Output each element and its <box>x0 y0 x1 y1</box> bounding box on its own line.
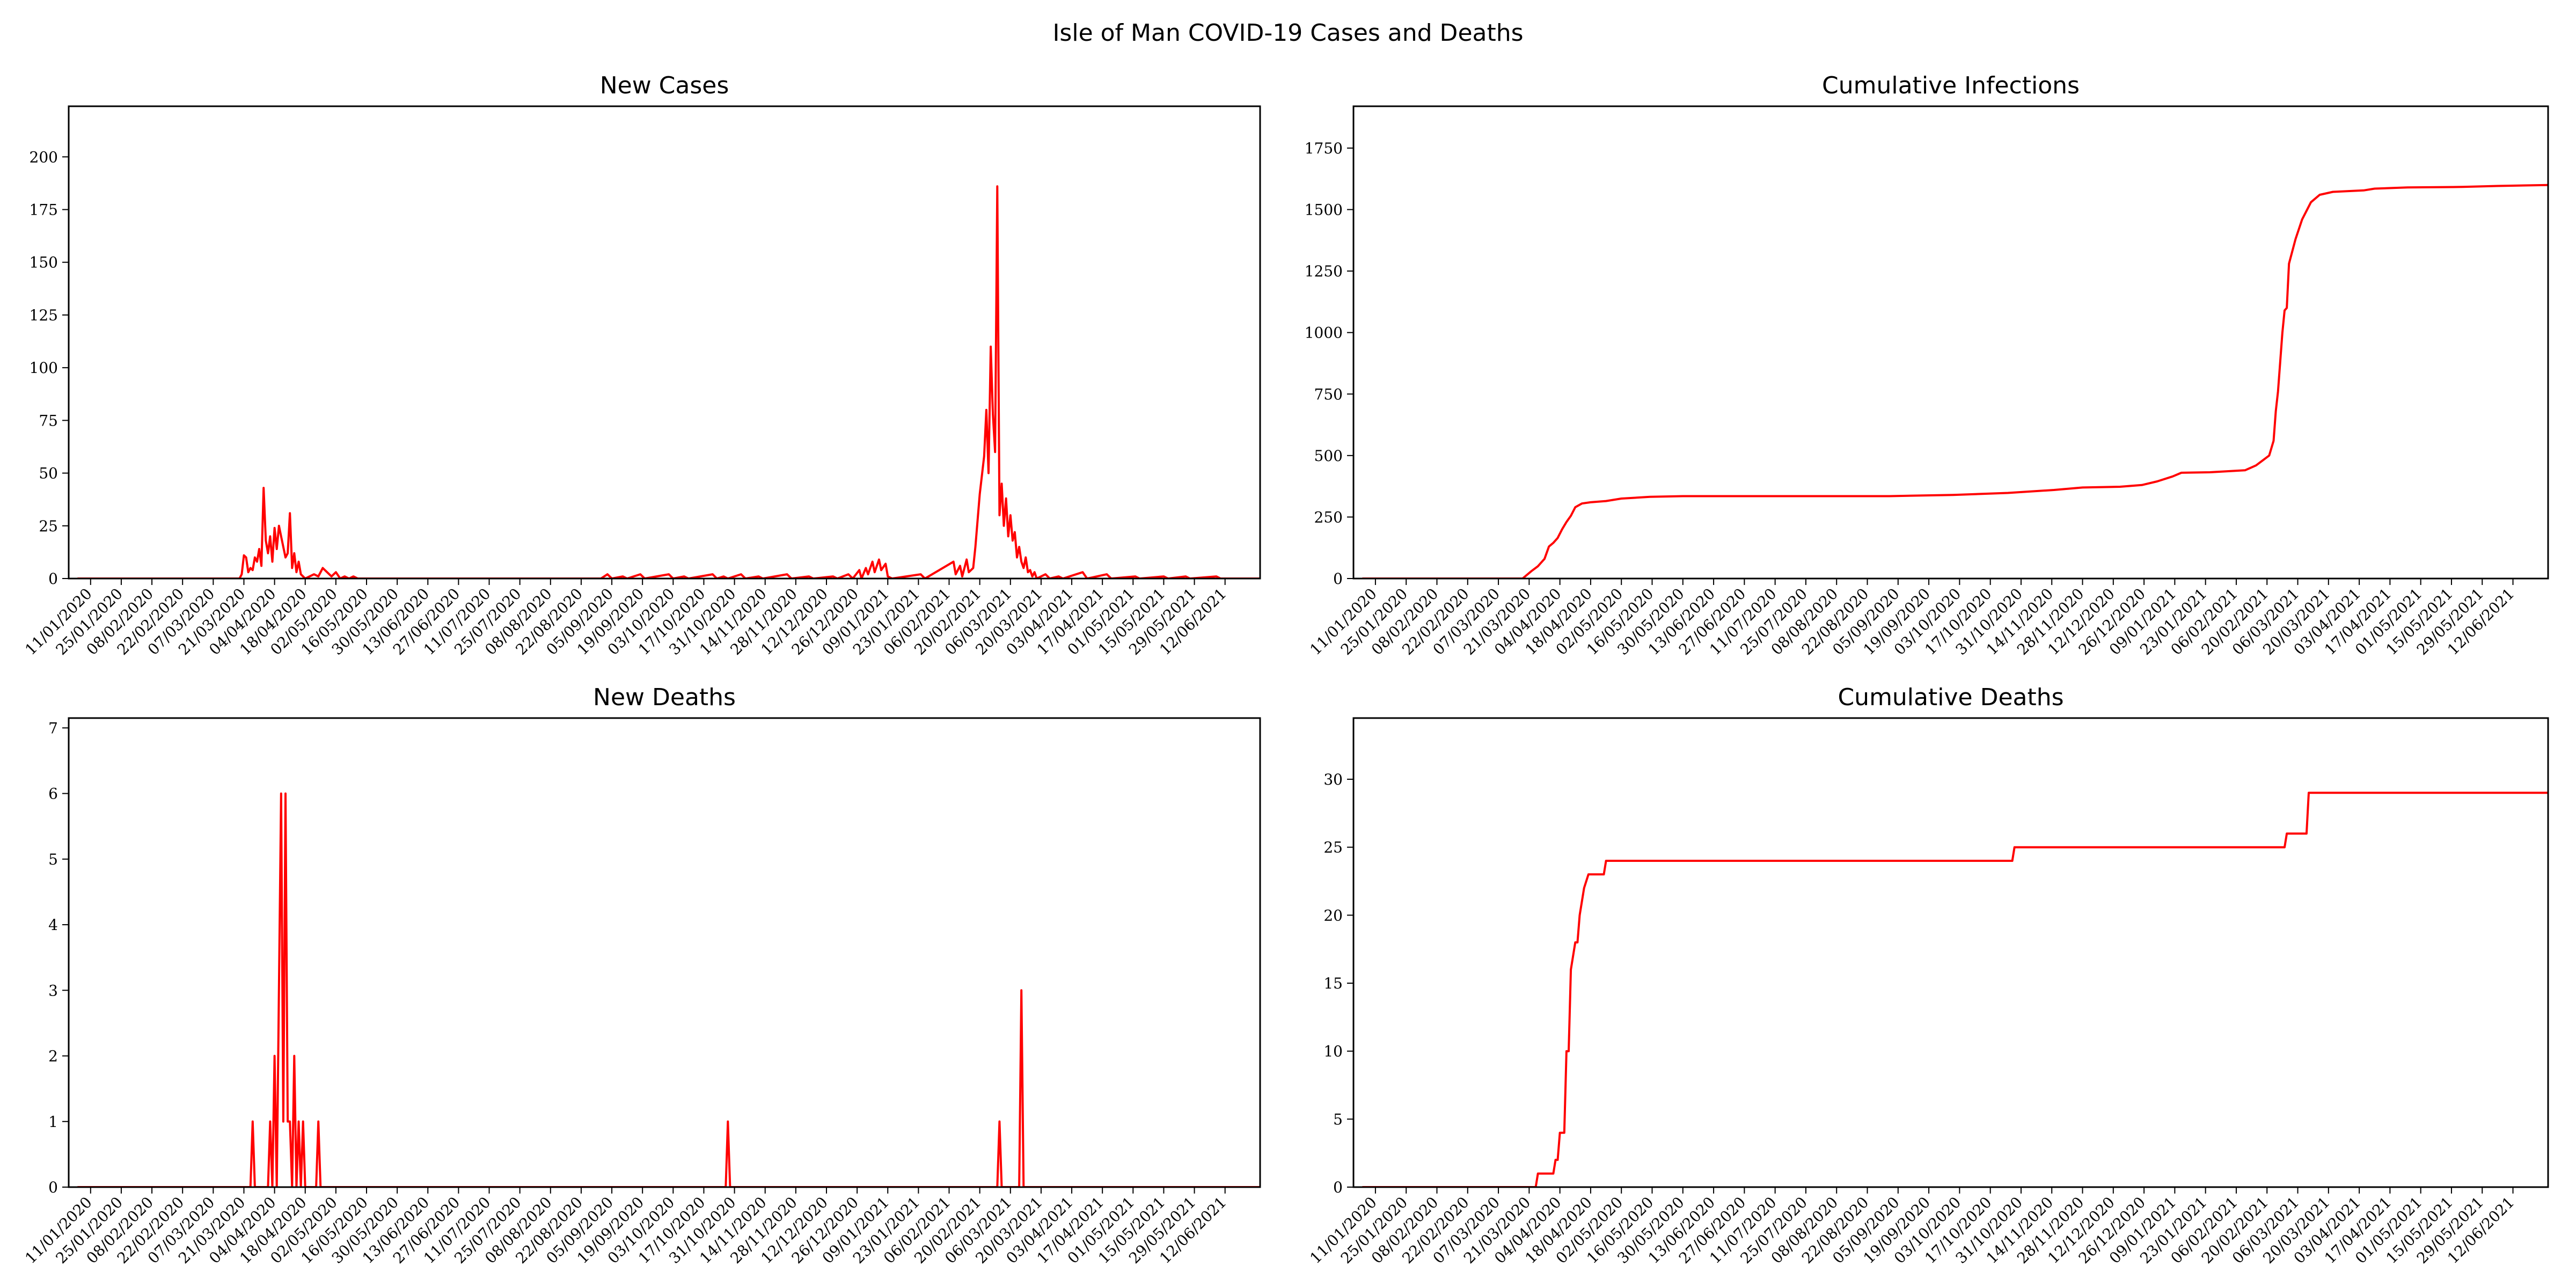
new-cases-ytick-label: 25 <box>39 517 58 535</box>
new-cases-ytick-label: 0 <box>48 570 58 588</box>
cumulative-infections-ytick-label: 250 <box>1314 508 1343 526</box>
figure-title: Isle of Man COVID-19 Cases and Deaths <box>1052 19 1523 47</box>
cumulative-infections-ytick-label: 0 <box>1333 570 1343 588</box>
new-deaths-ytick-label: 3 <box>48 982 58 999</box>
cumulative-deaths-ytick-label: 10 <box>1323 1043 1343 1060</box>
new-deaths-series-line <box>77 792 1260 1187</box>
new-deaths-title: New Deaths <box>593 684 736 711</box>
new-deaths-ytick-label: 4 <box>48 916 58 934</box>
cumulative-infections-ytick-label: 1500 <box>1305 201 1343 219</box>
cumulative-deaths-ytick-label: 0 <box>1333 1179 1343 1196</box>
cumulative-infections-ytick-label: 750 <box>1314 385 1343 403</box>
cumulative-deaths-axes-frame <box>1352 717 2549 1188</box>
new-deaths-axes-frame <box>68 717 1261 1188</box>
new-deaths-ytick-label: 1 <box>48 1113 58 1131</box>
cumulative-deaths-panel: Cumulative Deaths05101520253011/01/20202… <box>1306 684 2549 1267</box>
new-cases-ytick-label: 125 <box>30 306 58 324</box>
cumulative-infections-ytick-label: 1000 <box>1305 324 1343 342</box>
cumulative-deaths-ytick-label: 25 <box>1323 839 1343 857</box>
new-cases-ytick-label: 175 <box>30 201 58 219</box>
cumulative-infections-axes-frame <box>1352 105 2549 580</box>
new-deaths-ytick-label: 6 <box>48 785 58 803</box>
new-cases-ytick-label: 50 <box>39 465 58 482</box>
cumulative-deaths-ytick-label: 15 <box>1323 975 1343 992</box>
new-deaths-ytick-label: 0 <box>48 1179 58 1196</box>
new-cases-ytick-label: 200 <box>30 148 58 166</box>
new-cases-ytick-label: 75 <box>39 412 58 429</box>
new-cases-series-line <box>77 185 1260 579</box>
cumulative-deaths-ytick-label: 5 <box>1333 1110 1343 1128</box>
cumulative-infections-title: Cumulative Infections <box>1822 72 2080 99</box>
new-cases-title: New Cases <box>600 72 729 99</box>
cumulative-deaths-ytick-label: 30 <box>1323 771 1343 788</box>
cumulative-infections-ytick-label: 1250 <box>1305 262 1343 280</box>
cumulative-deaths-title: Cumulative Deaths <box>1838 684 2063 711</box>
cumulative-infections-series-line <box>1362 184 2548 579</box>
cumulative-infections-panel: Cumulative Infections 0 250 500 750 1000 1250 1… <box>1305 72 2549 658</box>
new-deaths-ytick-label: 2 <box>48 1048 58 1065</box>
new-deaths-panel: New Deaths0123456711/01/202025/01/202008… <box>21 684 1261 1267</box>
cumulative-deaths-ytick-label: 20 <box>1323 906 1343 924</box>
new-cases-panel: New Cases025507510012515017520011/01/202… <box>21 72 1261 658</box>
cumulative-deaths-series-line <box>1362 792 2548 1187</box>
new-cases-ytick-label: 150 <box>30 254 58 272</box>
cumulative-infections-ytick-label: 1750 <box>1305 140 1343 157</box>
new-cases-axes-frame <box>68 105 1261 580</box>
new-cases-ytick-label: 100 <box>30 359 58 377</box>
new-deaths-ytick-label: 5 <box>48 851 58 868</box>
subplot-grid: New Cases025507510012515017520011/01/202… <box>21 72 2549 1267</box>
new-deaths-ytick-label: 7 <box>48 719 58 737</box>
cumulative-infections-ytick-label: 500 <box>1314 447 1343 465</box>
